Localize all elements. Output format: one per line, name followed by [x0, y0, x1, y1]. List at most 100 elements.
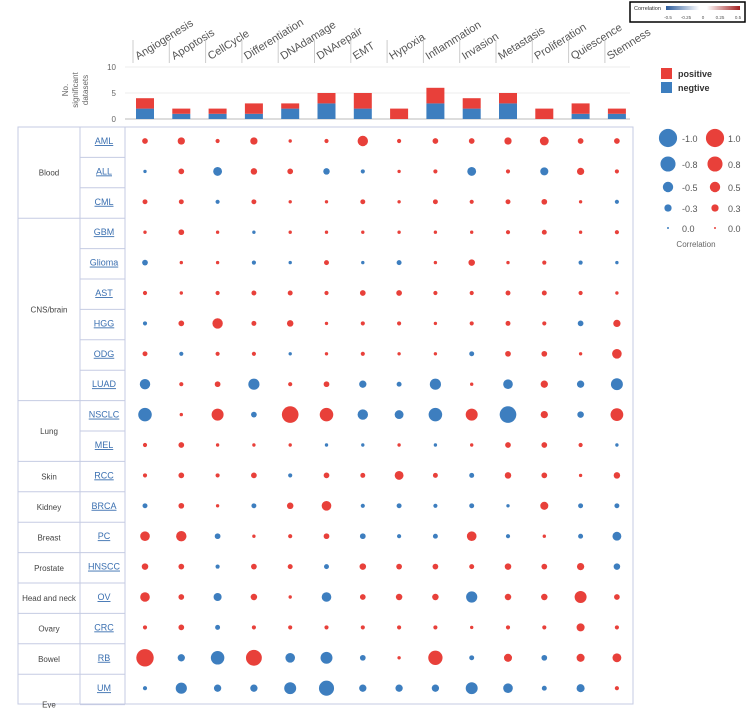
dot-AST-Quiescence	[578, 290, 583, 296]
dot-LUAD-Apoptosis	[179, 382, 184, 387]
dot-CML-Invasion	[469, 199, 474, 204]
dot-CRC-Metastasis	[505, 625, 511, 630]
dot-ALL-Invasion	[467, 166, 477, 176]
cancer-link-GBM[interactable]: GBM	[94, 227, 115, 237]
cancer-link-UM[interactable]: UM	[97, 683, 111, 693]
dot-LUAD-Proliferation	[540, 380, 548, 388]
cancer-link-BRCA[interactable]: BRCA	[91, 501, 116, 511]
cancer-link-CML[interactable]: CML	[94, 197, 113, 207]
dot-ODG-Apoptosis	[179, 351, 184, 356]
size-legend-pos-dot	[707, 156, 723, 172]
bar-negative-DNArepair	[317, 103, 336, 119]
dot-HNSCC-CellCycle	[215, 564, 220, 569]
dot-UM-Apoptosis	[175, 682, 187, 694]
dot-AST-Inflammation	[433, 290, 438, 296]
dot-NSCLC-Apoptosis	[179, 412, 183, 417]
bar-negative-CellCycle	[208, 113, 227, 119]
cancer-link-LUAD[interactable]: LUAD	[92, 379, 117, 389]
dot-AML-Apoptosis	[177, 137, 185, 145]
cancer-labels[interactable]: AML ALL CML GBM Glioma AST HGG ODG LUAD NSCLC MEL R…	[88, 136, 121, 693]
dot-AST-EMT	[359, 290, 366, 296]
dot-Glioma-DNArepair	[324, 260, 329, 266]
cancer-link-Glioma[interactable]: Glioma	[90, 258, 119, 268]
dot-NSCLC-Invasion	[465, 408, 478, 421]
dot-CRC-Invasion	[470, 625, 474, 630]
cancer-link-ALL[interactable]: ALL	[96, 166, 112, 176]
cancer-link-HGG[interactable]: HGG	[94, 318, 115, 328]
group-label-Kidney: Kidney	[37, 503, 61, 512]
dot-LUAD-Stemness	[610, 378, 623, 391]
dot-GBM-Hypoxia	[397, 230, 401, 234]
dot-PC-Hypoxia	[397, 534, 402, 539]
bar-y-label-1: No.	[61, 84, 70, 96]
dot-RCC-Invasion	[469, 472, 475, 478]
bar-negative-DNAdamage	[281, 108, 300, 119]
dot-CRC-Hypoxia	[397, 625, 402, 630]
dot-CRC-Differentiation	[251, 625, 256, 630]
bar-negative-Inflammation	[426, 103, 445, 119]
dot-AST-DNAdamage	[287, 290, 293, 296]
colorbar-legend: Correlation -0.5 -0.25 0 0.25 0.5	[629, 1, 746, 23]
legend-negative-swatch	[661, 82, 672, 93]
dot-Glioma-Stemness	[615, 260, 619, 265]
dot-RCC-Hypoxia	[394, 470, 404, 480]
dot-HGG-DNArepair	[324, 321, 329, 326]
dot-CRC-Quiescence	[576, 623, 585, 632]
bar-y-tick-label: 10	[107, 63, 116, 72]
dot-HNSCC-Apoptosis	[178, 563, 185, 570]
column-header-Hypoxia: Hypoxia	[387, 31, 428, 63]
bar-positive-Angiogenesis	[136, 98, 154, 109]
dot-HGG-DNAdamage	[286, 320, 294, 327]
dot-LUAD-DNAdamage	[288, 382, 293, 387]
size-legend-pos-label: 0.3	[728, 204, 741, 214]
dot-BRCA-DNArepair	[321, 500, 332, 511]
cancer-link-HNSCC[interactable]: HNSCC	[88, 562, 121, 572]
dot-CRC-Stemness	[614, 625, 619, 630]
size-legend-neg-label: -0.3	[682, 204, 698, 214]
cancer-link-RCC[interactable]: RCC	[94, 470, 114, 480]
dot-CML-Metastasis	[505, 199, 511, 205]
cancer-link-AML[interactable]: AML	[95, 136, 114, 146]
cancer-link-AST[interactable]: AST	[95, 288, 113, 298]
dot-GBM-EMT	[361, 230, 365, 234]
cancer-link-NSCLC[interactable]: NSCLC	[89, 410, 120, 420]
dot-RCC-EMT	[360, 472, 366, 478]
bar-positive-Inflammation	[426, 87, 445, 104]
dot-RB-Invasion	[469, 655, 475, 661]
dot-MEL-Invasion	[470, 443, 474, 447]
dot-CML-Angiogenesis	[142, 199, 148, 205]
dot-MEL-Proliferation	[541, 442, 548, 448]
dot-NSCLC-DNAdamage	[281, 406, 299, 423]
dot-UM-Hypoxia	[395, 684, 403, 692]
bar-positive-Stemness	[607, 108, 626, 114]
cancer-link-MEL[interactable]: MEL	[95, 440, 114, 450]
dot-CRC-Proliferation	[542, 625, 547, 630]
dot-PC-Metastasis	[505, 534, 511, 539]
dot-HNSCC-Quiescence	[576, 562, 585, 571]
dot-PC-DNAdamage	[288, 534, 293, 539]
dot-RB-DNAdamage	[285, 652, 296, 663]
cancer-link-PC[interactable]: PC	[98, 531, 111, 541]
dot-ODG-Inflammation	[433, 352, 438, 356]
cancer-link-OV[interactable]: OV	[97, 592, 110, 602]
bar-y-tick-label: 5	[112, 89, 117, 98]
dot-LUAD-Metastasis	[503, 379, 513, 390]
dot-ODG-Angiogenesis	[142, 351, 148, 357]
group-label-Bowel: Bowel	[38, 655, 60, 664]
dot-RB-DNArepair	[320, 651, 333, 664]
dot-ALL-Differentiation	[250, 168, 258, 175]
dot-AML-CellCycle	[215, 138, 220, 144]
dot-CML-Proliferation	[541, 198, 548, 205]
dot-AST-CellCycle	[215, 290, 220, 296]
cancer-link-ODG[interactable]: ODG	[94, 349, 115, 359]
dot-ALL-Metastasis	[505, 169, 511, 174]
cancer-link-RB[interactable]: RB	[98, 653, 111, 663]
dot-HNSCC-Proliferation	[541, 563, 548, 570]
dot-PC-Stemness	[612, 531, 622, 541]
dot-OV-Differentiation	[250, 593, 258, 601]
dot-UM-Stemness	[614, 686, 619, 691]
bar-negative-Apoptosis	[172, 113, 191, 119]
colorbar-title: Correlation	[634, 6, 661, 12]
cancer-link-CRC[interactable]: CRC	[94, 622, 114, 632]
